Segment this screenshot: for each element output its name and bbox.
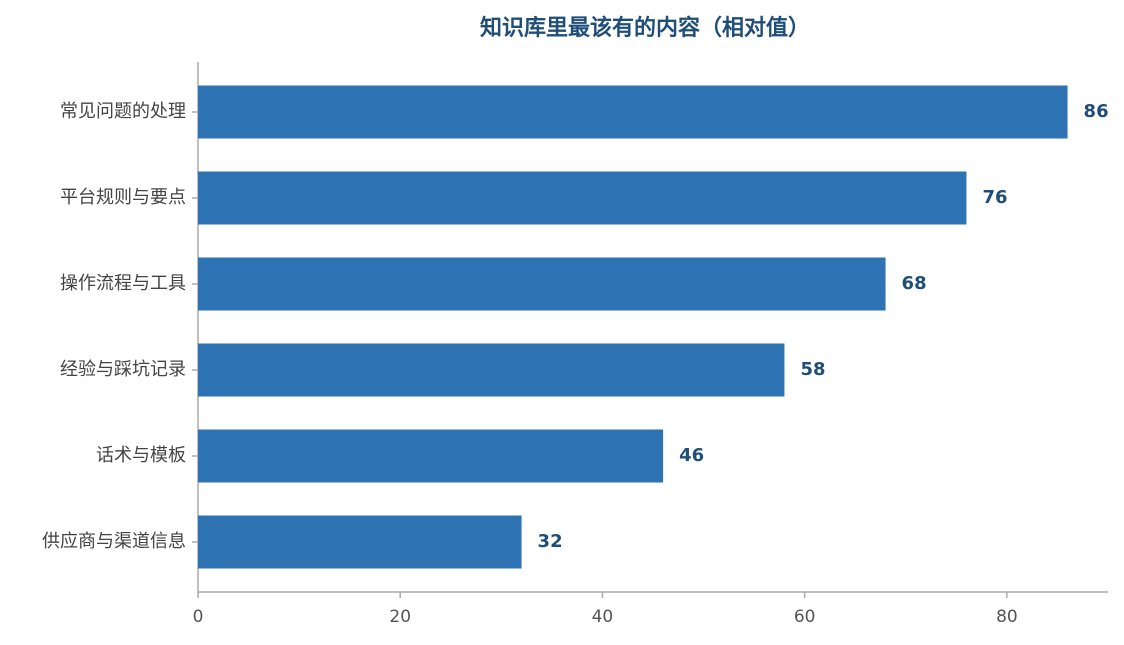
y-tick-label: 常见问题的处理 <box>60 101 186 122</box>
bar <box>198 171 967 225</box>
x-tick-label: 20 <box>389 607 411 627</box>
y-tick-label: 经验与踩坑记录 <box>60 359 186 380</box>
x-tick-label: 0 <box>193 607 204 627</box>
value-label: 58 <box>800 359 825 380</box>
y-tick-label: 操作流程与工具 <box>60 273 186 294</box>
bar <box>198 343 785 397</box>
x-tick-label: 40 <box>592 607 614 627</box>
chart-title: 知识库里最该有的内容（相对值） <box>480 15 810 41</box>
value-label: 46 <box>679 445 704 466</box>
bar <box>198 429 664 483</box>
y-tick-label: 话术与模板 <box>96 445 186 466</box>
x-tick-label: 60 <box>794 607 816 627</box>
bar <box>198 515 522 569</box>
value-label: 86 <box>1084 101 1109 122</box>
value-label: 32 <box>538 531 563 552</box>
bar <box>198 85 1068 139</box>
bar <box>198 257 886 311</box>
value-label: 68 <box>902 273 927 294</box>
y-tick-label: 平台规则与要点 <box>60 187 186 208</box>
y-tick-label: 供应商与渠道信息 <box>42 531 186 552</box>
x-tick-label: 80 <box>996 607 1018 627</box>
value-label: 76 <box>982 187 1007 208</box>
